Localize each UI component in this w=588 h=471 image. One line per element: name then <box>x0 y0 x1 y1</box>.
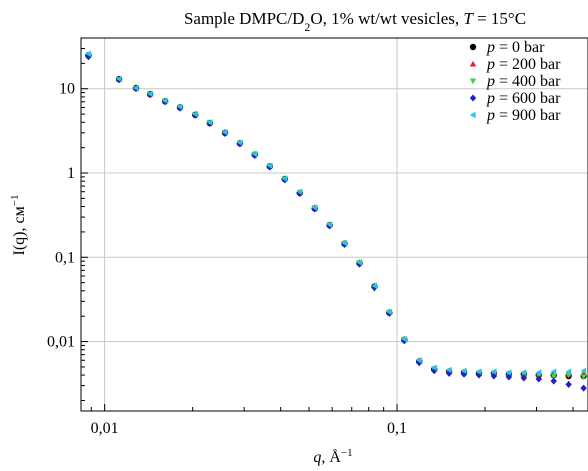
data-point <box>296 190 303 198</box>
y-tick-label: 1 <box>67 165 75 182</box>
data-point <box>580 384 587 392</box>
data-point <box>445 366 452 374</box>
data-point <box>206 119 213 126</box>
data-point <box>505 369 512 376</box>
data-point <box>386 308 392 316</box>
legend-marker <box>469 78 477 85</box>
data-point <box>520 369 527 376</box>
data-point <box>266 162 273 169</box>
legend-marker <box>469 60 477 67</box>
data-point <box>341 239 348 247</box>
data-point <box>251 150 258 158</box>
data-point <box>115 75 122 83</box>
data-point <box>460 367 467 374</box>
legend-marker <box>469 111 476 119</box>
y-tick-label: 0,01 <box>47 334 75 351</box>
data-point <box>565 368 572 375</box>
axis-ticks: 0,01 0,1 0,01 0,1 1 10 <box>47 48 574 437</box>
data-point <box>296 188 303 195</box>
x-axis-label: q, Å−1 <box>313 447 352 466</box>
y-tick-label: 0,1 <box>55 249 75 266</box>
data-point <box>356 259 363 266</box>
data-point <box>490 368 497 375</box>
data-point <box>191 110 198 118</box>
legend-label: p = 600 bar <box>486 90 561 107</box>
data-point <box>221 128 228 136</box>
data-points <box>85 50 587 392</box>
legend-label: p = 0 bar <box>486 39 545 56</box>
data-point <box>85 50 91 57</box>
data-point <box>550 373 557 380</box>
y-tick-label: 10 <box>59 81 75 98</box>
plot-frame <box>80 37 588 412</box>
data-point <box>580 374 587 381</box>
series-4 <box>85 50 587 376</box>
data-point <box>281 175 288 182</box>
data-point <box>161 97 168 104</box>
data-point <box>475 368 482 375</box>
legend-label: p = 200 bar <box>486 56 561 73</box>
data-point <box>236 139 243 146</box>
data-point <box>146 90 153 98</box>
x-tick-label: 0,1 <box>387 420 407 437</box>
grid <box>81 38 588 411</box>
data-point <box>505 373 513 381</box>
data-point <box>401 335 407 343</box>
y-axis-label: I(q), см−1 <box>9 195 28 256</box>
chart-title: Sample DMPC/D2O, 1% wt/wt vesicles, T = … <box>184 9 526 34</box>
legend-label: p = 400 bar <box>486 73 561 90</box>
data-point <box>550 377 557 385</box>
data-point <box>176 103 183 111</box>
data-point <box>430 364 437 371</box>
data-point <box>565 380 572 388</box>
legend-label: p = 900 bar <box>486 107 561 124</box>
data-point <box>132 84 139 92</box>
data-point <box>371 282 377 289</box>
x-tick-label: 0,01 <box>91 420 119 437</box>
data-point <box>326 221 333 228</box>
data-point <box>550 368 557 375</box>
data-point <box>535 375 542 383</box>
legend-marker <box>469 94 477 102</box>
legend-marker <box>469 43 477 51</box>
data-point <box>535 369 542 376</box>
data-point <box>416 357 422 364</box>
data-point <box>580 367 587 374</box>
data-point <box>311 204 318 211</box>
data-point <box>520 374 528 382</box>
